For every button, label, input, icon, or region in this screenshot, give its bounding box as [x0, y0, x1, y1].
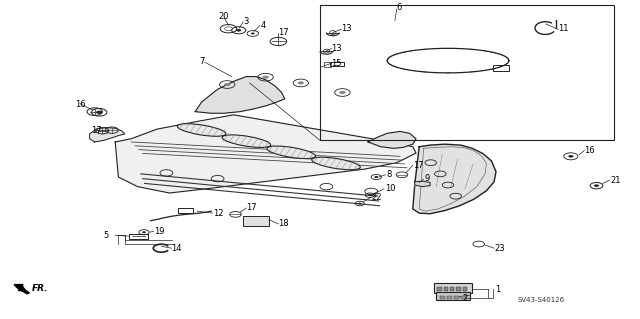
Bar	[493, 65, 509, 71]
Bar	[440, 296, 445, 299]
Text: 13: 13	[341, 24, 352, 33]
Text: 20: 20	[219, 12, 229, 21]
Text: 17: 17	[278, 28, 289, 37]
Text: 23: 23	[494, 244, 505, 253]
Text: 17: 17	[413, 161, 424, 170]
Polygon shape	[368, 131, 416, 148]
Text: 3: 3	[243, 17, 248, 26]
Circle shape	[224, 83, 230, 86]
Text: FR.: FR.	[32, 284, 49, 293]
Polygon shape	[14, 285, 29, 294]
Circle shape	[262, 76, 269, 79]
Text: 5: 5	[104, 231, 109, 240]
Text: 21: 21	[610, 176, 620, 185]
Text: 15: 15	[332, 59, 342, 68]
Bar	[129, 234, 148, 239]
Ellipse shape	[312, 157, 360, 170]
Bar	[456, 287, 461, 291]
Text: 14: 14	[172, 244, 182, 253]
Circle shape	[236, 29, 241, 32]
Text: 7: 7	[200, 57, 205, 66]
Text: 11: 11	[558, 24, 568, 33]
Bar	[444, 287, 448, 291]
Circle shape	[298, 81, 304, 85]
Text: SV43-S40126: SV43-S40126	[517, 297, 564, 303]
Text: 16: 16	[76, 100, 86, 109]
Text: 19: 19	[154, 227, 164, 236]
Text: 10: 10	[385, 184, 396, 193]
Text: 12: 12	[213, 209, 223, 218]
Bar	[324, 62, 331, 67]
Polygon shape	[413, 144, 496, 214]
Circle shape	[368, 194, 372, 196]
Circle shape	[339, 91, 346, 94]
Text: 18: 18	[278, 219, 289, 228]
Text: 17: 17	[246, 204, 257, 212]
Text: 4: 4	[261, 21, 266, 30]
Bar	[450, 287, 454, 291]
Bar	[243, 216, 269, 226]
Ellipse shape	[177, 124, 226, 136]
Bar	[437, 287, 442, 291]
Polygon shape	[195, 77, 285, 113]
Text: 8: 8	[386, 170, 391, 179]
Circle shape	[358, 203, 362, 204]
Text: 2: 2	[463, 294, 468, 303]
Polygon shape	[115, 115, 416, 193]
Circle shape	[251, 33, 255, 34]
Text: 17: 17	[91, 126, 102, 135]
Text: 1: 1	[495, 285, 500, 294]
Bar	[461, 296, 466, 299]
Circle shape	[142, 231, 146, 233]
Ellipse shape	[267, 146, 316, 159]
Bar	[434, 283, 472, 293]
Bar	[178, 208, 193, 213]
Circle shape	[568, 155, 573, 158]
Bar	[447, 296, 452, 299]
Bar	[320, 5, 614, 140]
Circle shape	[374, 176, 378, 178]
Bar	[330, 62, 344, 66]
Circle shape	[96, 111, 102, 114]
Polygon shape	[90, 128, 125, 142]
Ellipse shape	[222, 135, 271, 147]
Bar	[454, 296, 459, 299]
Circle shape	[594, 184, 599, 187]
Text: 22: 22	[371, 193, 381, 202]
Polygon shape	[415, 181, 430, 187]
Text: 13: 13	[332, 44, 342, 53]
Text: 16: 16	[584, 146, 595, 155]
Text: 6: 6	[397, 4, 402, 12]
Text: 9: 9	[424, 174, 429, 183]
Bar	[436, 292, 470, 300]
Bar	[463, 287, 467, 291]
